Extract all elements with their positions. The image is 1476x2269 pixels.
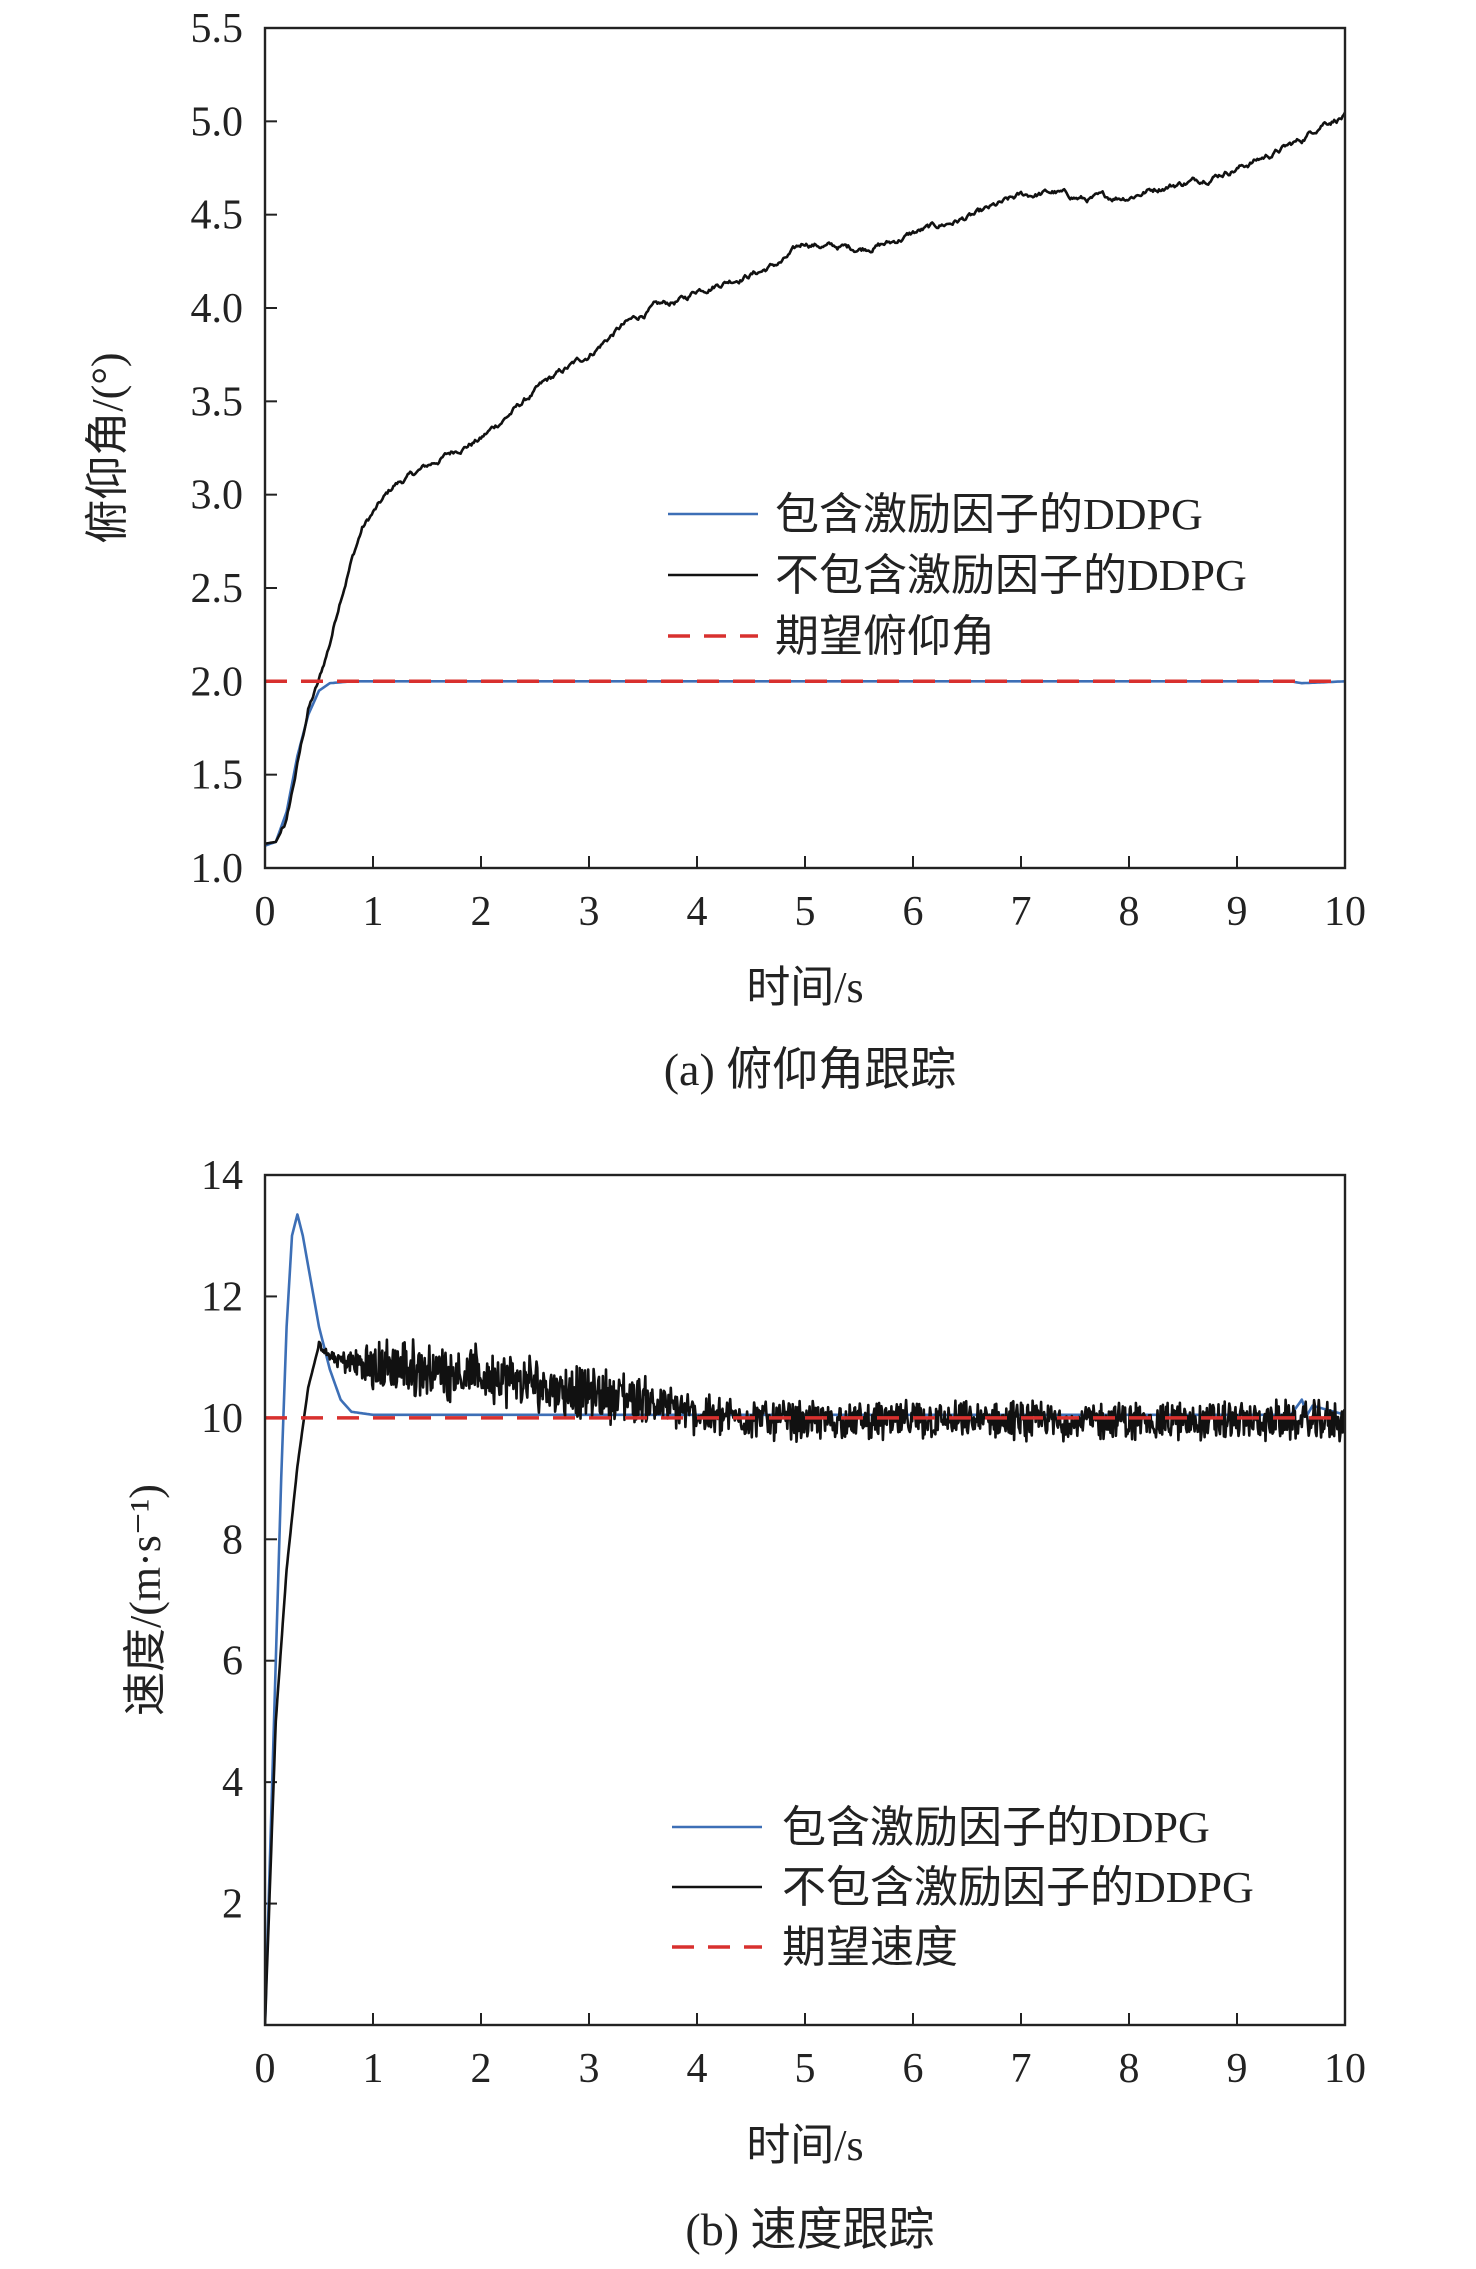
legend-label: 包含激励因子的DDPG: [782, 1803, 1210, 1852]
x-tick-label: 7: [1011, 2046, 1032, 2092]
x-tick-label: 3: [579, 2046, 600, 2092]
x-tick-label: 6: [903, 2046, 924, 2092]
x-tick-label: 10: [1324, 889, 1366, 935]
y-tick-label: 4.5: [191, 193, 244, 239]
x-tick-label: 2: [471, 2046, 492, 2092]
legend-label: 包含激励因子的DDPG: [775, 490, 1203, 539]
y-tick-label: 5.5: [191, 6, 244, 52]
legend-label: 期望俯仰角: [775, 612, 995, 661]
chart-speed: 0 1 2 3 4 5 6 7 8 9 102468101214包含激励因子的DDPG不包含激励因子…: [121, 1153, 1366, 2255]
series-line-1: [265, 1338, 1345, 2025]
y-tick-label: 4.0: [191, 286, 244, 332]
series-line-0: [265, 680, 1345, 847]
y-tick-label: 5.0: [191, 99, 244, 145]
y-tick-label: 4: [222, 1760, 243, 1806]
y-tick-label: 12: [201, 1274, 243, 1320]
y-tick-label: 2: [222, 1882, 243, 1928]
plot-frame: [263, 26, 1347, 870]
plot-frame: [263, 1173, 1347, 2027]
x-tick-label: 4: [687, 889, 708, 935]
x-tick-label: 5: [795, 2046, 816, 2092]
y-tick-label: 1.0: [191, 846, 244, 892]
y-axis-label: 速度/(m·s⁻¹): [121, 1484, 170, 1716]
x-tick-label: 6: [903, 889, 924, 935]
x-tick-label: 0: [255, 2046, 276, 2092]
legend-label: 不包含激励因子的DDPG: [782, 1863, 1254, 1912]
y-tick-label: 8: [222, 1517, 243, 1563]
x-tick-label: 3: [579, 889, 600, 935]
x-tick-label: 1: [363, 2046, 384, 2092]
x-tick-label: 0: [255, 889, 276, 935]
chart-caption: (b) 速度跟踪: [685, 2204, 934, 2255]
y-tick-label: 14: [201, 1153, 243, 1199]
y-tick-label: 3.0: [191, 473, 244, 519]
x-tick-label: 8: [1119, 2046, 1140, 2092]
y-axis-label: 俯仰角/(°): [83, 352, 132, 543]
x-axis-label: 时间/s: [746, 963, 863, 1012]
x-tick-label: 5: [795, 889, 816, 935]
x-tick-label: 4: [687, 2046, 708, 2092]
y-tick-label: 6: [222, 1639, 243, 1685]
x-axis-label: 时间/s: [746, 2121, 863, 2170]
y-tick-label: 3.5: [191, 379, 244, 425]
x-tick-label: 9: [1227, 889, 1248, 935]
y-tick-label: 2.5: [191, 566, 244, 612]
x-tick-label: 8: [1119, 889, 1140, 935]
chart-pitch-angle: 0 1 2 3 4 5 6 7 8 9 10 1.0 1.5 2.0 2.5 3.0 3.5 4.0 4.5 5.0 5…: [83, 6, 1366, 1095]
x-tick-label: 9: [1227, 2046, 1248, 2092]
x-tick-label: 10: [1324, 2046, 1366, 2092]
x-tick-label: 1: [363, 889, 384, 935]
legend-label: 不包含激励因子的DDPG: [775, 551, 1247, 600]
y-tick-label: 10: [201, 1396, 243, 1442]
series-line-1: [265, 111, 1345, 845]
x-tick-label: 2: [471, 889, 492, 935]
y-tick-label: 2.0: [191, 659, 244, 705]
chart-caption: (a) 俯仰角跟踪: [664, 1044, 957, 1095]
x-tick-label: 7: [1011, 889, 1032, 935]
y-tick-label: 1.5: [191, 753, 244, 799]
legend-label: 期望速度: [782, 1923, 958, 1972]
